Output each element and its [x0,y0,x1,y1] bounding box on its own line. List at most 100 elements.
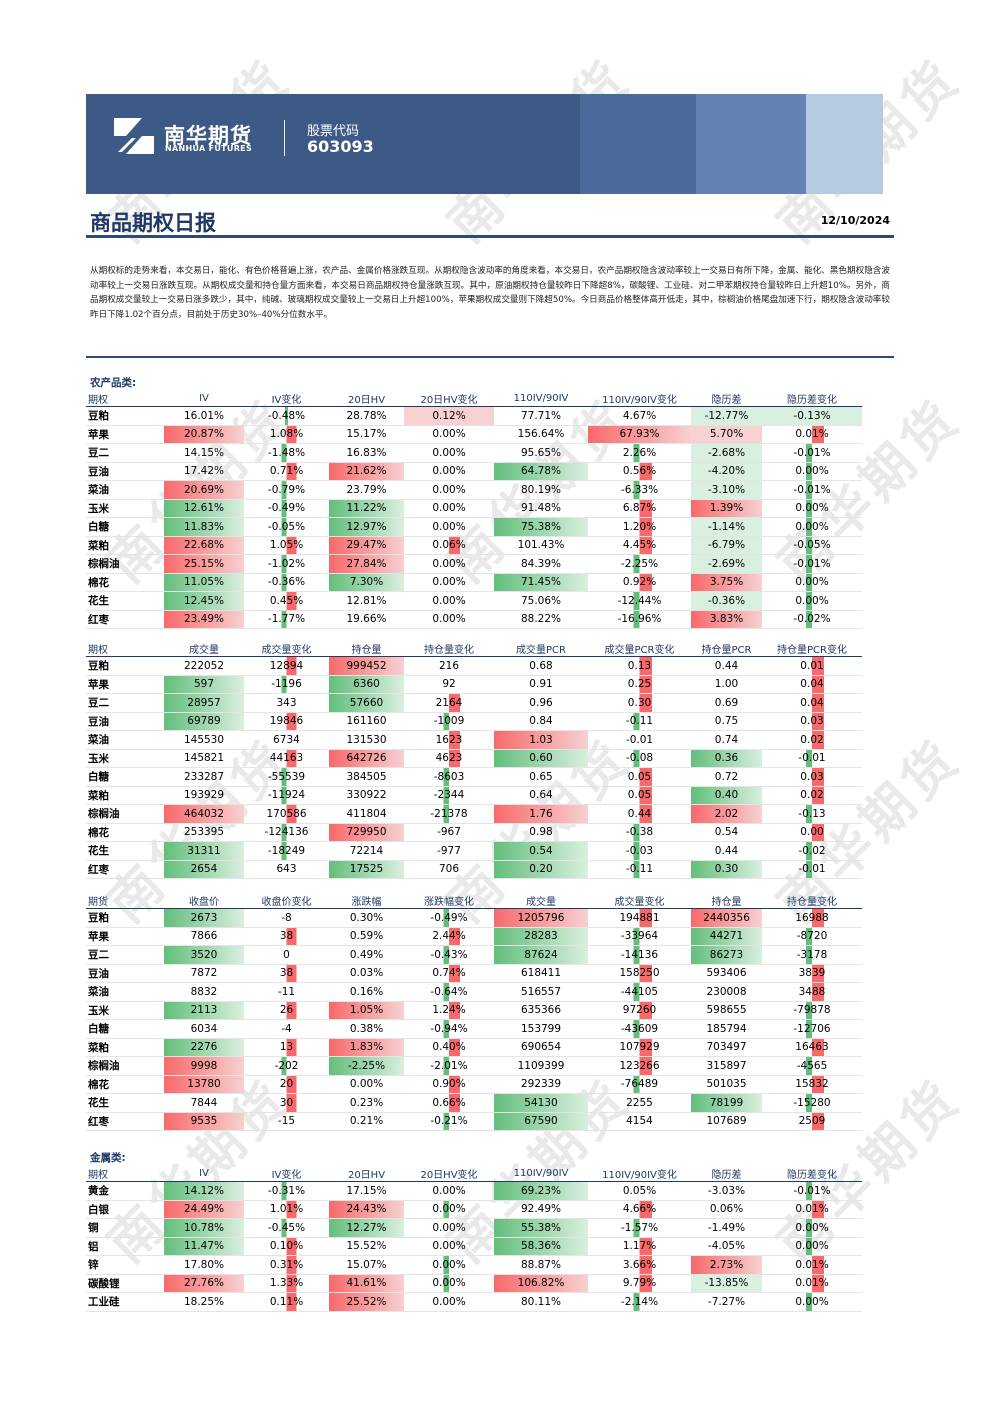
row-label: 苹果 [86,675,164,694]
row-label: 豆油 [86,964,164,983]
table-cell: -2.25% [329,1056,404,1076]
table-cell: 0.00% [762,573,862,592]
table-row: 菜粕 2276 13 1.83% 0.40% 690654 107929 703497 1646… [86,1038,862,1057]
table-cell: 2113 [164,1001,244,1020]
table-cell: 0.00% [404,480,494,500]
table-cell: 0.44 [691,841,762,861]
table-cell: 0.00% [404,499,494,518]
table-cell: 0.00% [404,554,494,574]
table-cell: 7866 [164,927,244,946]
column-header: 持仓量变化 [404,641,494,657]
table-cell: 0.45% [244,591,329,611]
table-cell: 501035 [691,1075,762,1094]
table-cell: -2.25% [588,554,691,574]
table-cell: 4.67% [588,406,691,426]
table-cell: 0.00% [404,1181,494,1201]
table-cell: 14.15% [164,443,244,463]
table-row: 棕榈油 25.15% -1.02% 27.84% 0.00% 84.39% -2.25% -2… [86,554,862,574]
row-label: 白银 [86,1200,164,1219]
table-cell: 17.42% [164,462,244,481]
table-cell: 0.05 [588,786,691,805]
table-cell: -0.01% [762,554,862,574]
table-cell: 17.80% [164,1255,244,1275]
table-cell: 11.05% [164,573,244,592]
table-cell: 3.66% [588,1255,691,1275]
row-label: 玉米 [86,499,164,518]
table-header-row: 期权 IV IV变化 20日HV 20日HV变化 110IV/90IV 110IV/90IV… [86,391,862,407]
table-cell: 0.71% [244,462,329,481]
table-cell: -0.38 [588,823,691,842]
table-row: 白糖 233287 -55539 384505 -8603 0.65 0.05 0.72 0.0… [86,767,862,787]
row-label: 豆二 [86,443,164,463]
row-label: 白糖 [86,517,164,537]
table-row: 豆油 69789 19846 161160 -1009 0.84 -0.11 0.75 0.03 [86,712,862,731]
column-header: IV变化 [244,1166,329,1182]
table-row: 碳酸锂 27.76% 1.33% 41.61% 0.00% 106.82% 9.79% -13… [86,1274,862,1293]
table-cell: 0.00% [762,462,862,481]
column-header: IV [164,1166,244,1182]
table-cell: -1.14% [691,517,762,537]
table-cell: 24.43% [329,1200,404,1219]
table-cell: -0.01 [762,860,862,879]
table-cell: 703497 [691,1038,762,1057]
table-cell: 2.02 [691,804,762,824]
row-label: 豆粕 [86,406,164,426]
divider [86,356,894,358]
table-cell: -11 [244,982,329,1002]
logo-name: 南华期货 [164,124,252,148]
table-cell: 19.66% [329,610,404,629]
table-cell: 16.83% [329,443,404,463]
row-label: 棉花 [86,573,164,592]
column-header: 隐历差 [691,1166,762,1182]
table-cell: 0.66% [404,1093,494,1113]
column-header: 持仓量变化 [762,893,862,909]
table-cell: -0.94% [404,1019,494,1039]
table-cell: 15.17% [329,425,404,444]
table-cell: 0.00% [404,1292,494,1312]
table-cell: -0.03 [588,841,691,861]
table-cell: -0.13% [762,406,862,426]
table-row: 红枣 23.49% -1.77% 19.66% 0.00% 88.22% -16.96% 3.… [86,610,862,629]
table-cell: 78199 [691,1093,762,1113]
table-cell: 0.04 [762,675,862,694]
table-cell: 11.83% [164,517,244,537]
table-cell: 95.65% [494,443,588,463]
table-cell: 635366 [494,1001,588,1020]
table-cell: -0.13 [762,804,862,824]
table-row: 豆油 7872 38 0.03% 0.74% 618411 158250 593406 3839 [86,964,862,983]
table-cell: 0 [244,945,329,965]
table-cell: 145821 [164,749,244,768]
table-cell: 0.00% [762,517,862,537]
column-header: 收盘价 [164,893,244,909]
table-cell: 75.06% [494,591,588,611]
table-cell: -79878 [762,1001,862,1020]
table-cell: 27.84% [329,554,404,574]
table-row: 工业硅 18.25% 0.11% 25.52% 0.00% 80.11% -2.14% -7.… [86,1292,862,1312]
table-cell: 0.00% [762,499,862,518]
data-table: 期权 IV IV变化 20日HV 20日HV变化 110IV/90IV 110IV/90IV… [86,391,862,629]
table-cell: -1009 [404,712,494,731]
row-label: 棉花 [86,823,164,842]
table-cell: 690654 [494,1038,588,1057]
column-header: 20日HV [329,1166,404,1182]
table-cell: 0.68 [494,656,588,676]
page-title: 商品期权日报 [90,211,216,235]
column-header: 涨跌幅变化 [404,893,494,909]
table-cell: 0.49% [329,945,404,965]
table-cell: 2654 [164,860,244,879]
table-cell: 13 [244,1038,329,1057]
banner-block [696,94,806,194]
table-cell: 618411 [494,964,588,983]
table-cell: 185794 [691,1019,762,1039]
table-cell: 1.83% [329,1038,404,1057]
row-label: 红枣 [86,860,164,879]
table-cell: 3.83% [691,610,762,629]
table-cell: 75.38% [494,517,588,537]
table-cell: 1.24% [404,1001,494,1020]
table-cell: 0.00% [404,1255,494,1275]
table-cell: 384505 [329,767,404,787]
row-label: 豆二 [86,945,164,965]
table-cell: 28283 [494,927,588,946]
table-cell: 123266 [588,1056,691,1076]
table-cell: 0.03% [329,964,404,983]
